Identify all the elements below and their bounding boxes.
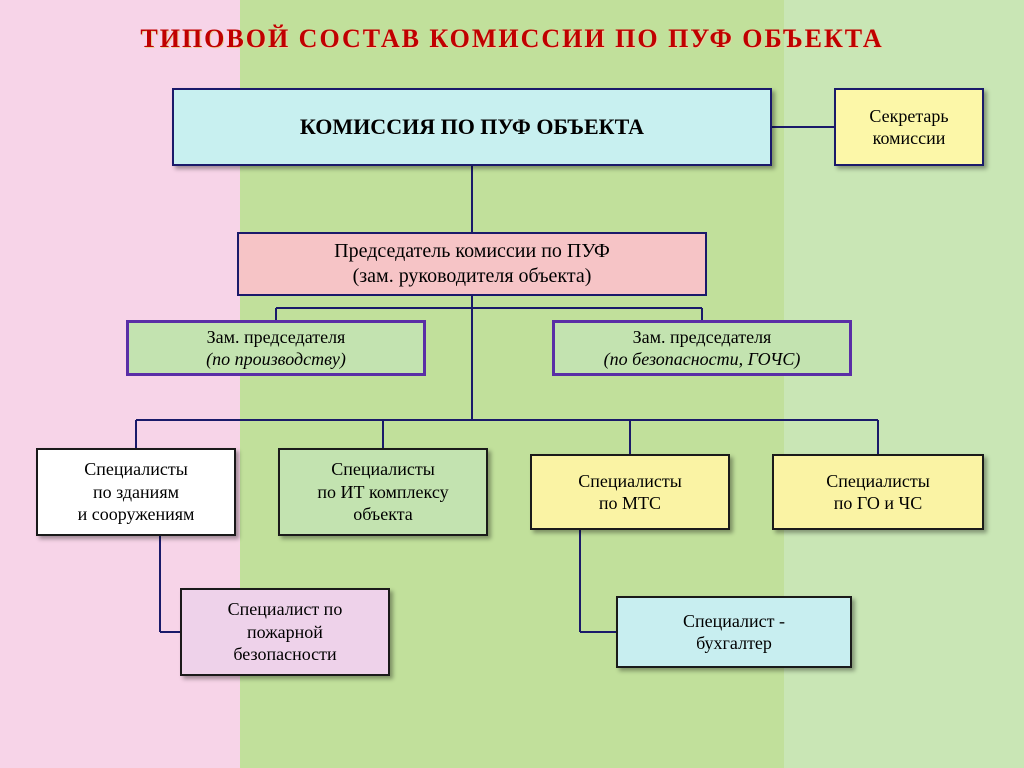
node-line: безопасности <box>233 643 336 666</box>
node-line: Специалист по <box>228 598 343 621</box>
node-commission: КОМИССИЯ ПО ПУФ ОБЪЕКТА <box>172 88 772 166</box>
node-line: Председатель комиссии по ПУФ <box>334 239 610 264</box>
node-line: объекта <box>353 503 413 526</box>
node-line-italic: (по безопасности, ГОЧС) <box>604 348 801 371</box>
node-spec_mts: Специалистыпо МТС <box>530 454 730 530</box>
node-spec_accountant: Специалист -бухгалтер <box>616 596 852 668</box>
node-line: по ГО и ЧС <box>834 492 922 515</box>
node-spec_buildings: Специалистыпо зданиями сооружениям <box>36 448 236 536</box>
node-deputy_safety: Зам. председателя(по безопасности, ГОЧС) <box>552 320 852 376</box>
node-line: по МТС <box>599 492 661 515</box>
node-line: бухгалтер <box>696 632 772 655</box>
node-line: Зам. председателя <box>207 326 346 349</box>
node-line: комиссии <box>873 127 946 150</box>
node-line: Секретарь <box>869 105 948 128</box>
node-line: Специалист - <box>683 610 785 633</box>
node-secretary: Секретарькомиссии <box>834 88 984 166</box>
node-chairman: Председатель комиссии по ПУФ(зам. руково… <box>237 232 707 296</box>
node-line: КОМИССИЯ ПО ПУФ ОБЪЕКТА <box>300 113 644 141</box>
node-line: и сооружениям <box>78 503 195 526</box>
node-spec_fire: Специалист попожарнойбезопасности <box>180 588 390 676</box>
node-line: Зам. председателя <box>633 326 772 349</box>
node-spec_it: Специалистыпо ИТ комплексуобъекта <box>278 448 488 536</box>
node-line: (зам. руководителя объекта) <box>353 264 592 289</box>
node-line: по зданиям <box>93 481 179 504</box>
node-line: Специалисты <box>578 470 682 493</box>
node-line: пожарной <box>247 621 323 644</box>
node-line: Специалисты <box>826 470 930 493</box>
node-line: Специалисты <box>331 458 435 481</box>
node-line: по ИТ комплексу <box>317 481 448 504</box>
page-title: ТИПОВОЙ СОСТАВ КОМИССИИ ПО ПУФ ОБЪЕКТА <box>0 24 1024 54</box>
node-line-italic: (по производству) <box>206 348 346 371</box>
node-deputy_prod: Зам. председателя(по производству) <box>126 320 426 376</box>
node-line: Специалисты <box>84 458 188 481</box>
node-spec_gochs: Специалистыпо ГО и ЧС <box>772 454 984 530</box>
